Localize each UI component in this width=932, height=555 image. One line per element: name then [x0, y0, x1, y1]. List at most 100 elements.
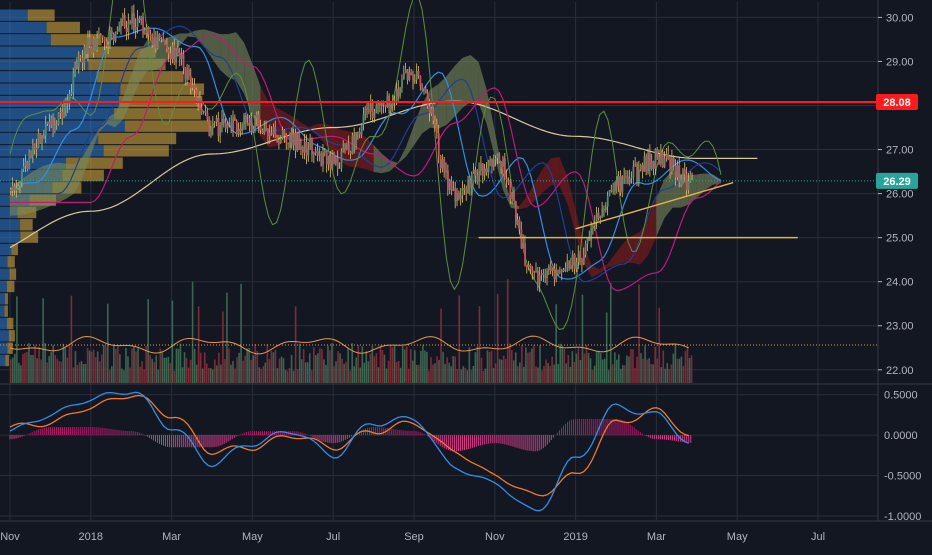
candle-body [160, 38, 163, 40]
candle-body [540, 273, 543, 275]
candle-body [601, 208, 604, 217]
volume-bar [434, 363, 436, 383]
volume-bar [250, 360, 252, 383]
candle-body [641, 165, 644, 172]
volume-bar [214, 359, 216, 383]
volume-bar [308, 353, 311, 383]
candle-body [358, 131, 361, 135]
volume-bar [292, 370, 295, 383]
candle-body [487, 161, 490, 173]
candle-body [101, 35, 104, 38]
candle-body [478, 170, 481, 182]
candle-body [380, 103, 383, 107]
volume-bar [345, 361, 347, 383]
candle-body [456, 192, 459, 202]
candle-body [526, 265, 528, 268]
volume-bar [605, 312, 608, 383]
price-axis-tick: 23.00 [886, 321, 914, 333]
candle-body [228, 122, 231, 124]
volume-bar [628, 356, 630, 383]
volume-bar [654, 346, 656, 383]
volume-bar [601, 359, 604, 383]
volume-profile-bar [0, 293, 5, 305]
candle-body [415, 70, 418, 80]
candle-body [549, 265, 552, 271]
volume-bar [133, 346, 135, 383]
candle-body [79, 56, 82, 58]
macd-axis-tick: -1.0000 [884, 511, 921, 523]
volume-bar [448, 362, 450, 383]
volume-profile-bar [0, 206, 18, 219]
candle-body [76, 63, 78, 67]
candle-body [353, 135, 356, 147]
candle-body [524, 243, 526, 266]
candle-body [619, 176, 622, 193]
candle-body [481, 163, 484, 176]
volume-profile-bar [0, 317, 7, 330]
volume-bar [557, 363, 560, 383]
volume-profile-bar [0, 256, 8, 268]
candle-body [522, 243, 525, 249]
candle-body [296, 132, 299, 151]
candle-body [410, 71, 413, 75]
volume-bar [248, 348, 250, 383]
candle-body [366, 107, 369, 110]
candle-body [184, 68, 187, 80]
candle-body [538, 274, 541, 285]
volume-bar [137, 347, 139, 383]
volume-bar [496, 294, 499, 383]
volume-bar [48, 356, 50, 383]
volume-bar [460, 369, 463, 383]
candle-body [11, 185, 14, 192]
trend-line [575, 181, 734, 230]
candle-body [494, 158, 497, 160]
candle-body [406, 69, 409, 81]
volume-bar [117, 345, 119, 383]
candle-body [371, 101, 374, 119]
volume-bar [327, 345, 329, 383]
ichimoku-cloud-segment [300, 122, 309, 132]
ichimoku-cloud-segment [535, 167, 544, 201]
candle-body [397, 88, 400, 97]
candle-body [682, 169, 684, 185]
volume-bar [203, 352, 206, 383]
candle-body [551, 268, 554, 271]
price-axis-tick: 26.00 [886, 189, 914, 201]
candle-body [193, 84, 196, 90]
volume-bar [644, 345, 646, 383]
volume-profile-bar [0, 157, 66, 169]
ichimoku-cloud-segment [115, 98, 124, 128]
volume-bar [436, 356, 438, 383]
volume-bar [300, 359, 303, 383]
volume-bar [302, 349, 305, 383]
candle-body [674, 165, 677, 178]
macd-line [9, 391, 689, 512]
candle-body [474, 170, 477, 176]
volume-bar [359, 367, 362, 383]
candle-body [566, 261, 569, 268]
volume-bar [391, 347, 394, 383]
candle-body [33, 143, 36, 150]
candle-body [324, 151, 326, 153]
volume-bar [179, 343, 182, 383]
volume-profile-bar [9, 268, 17, 280]
candle-body [257, 114, 260, 127]
volume-bar [613, 352, 616, 383]
volume-bar [547, 363, 549, 383]
ichimoku-cloud-segment [397, 147, 406, 164]
candle-body [645, 156, 648, 172]
volume-bar [385, 368, 388, 383]
candle-body [439, 155, 442, 169]
ichimoku-cloud-segment [381, 153, 390, 174]
volume-bar [254, 344, 257, 383]
volume-bar [323, 359, 325, 383]
time-axis-label: Mar [162, 531, 181, 543]
volume-profile-bar [27, 9, 55, 21]
candle-body [672, 157, 675, 166]
candle-body [191, 84, 194, 88]
volume-bar [638, 284, 640, 383]
volume-bar [573, 361, 576, 383]
candle-body [48, 121, 51, 126]
